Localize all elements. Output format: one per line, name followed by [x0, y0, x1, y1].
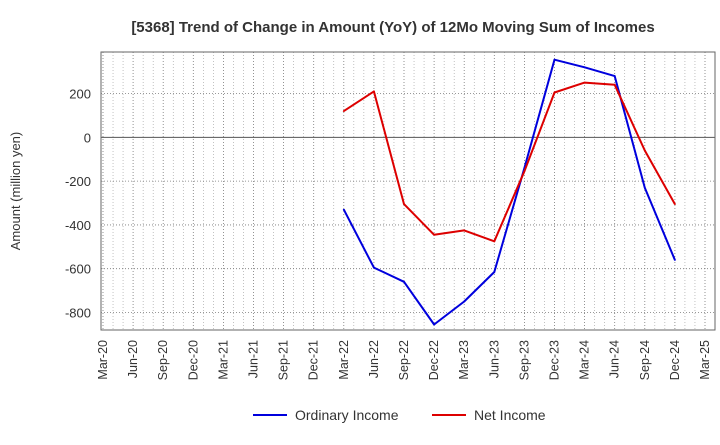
legend: Ordinary Income Net Income — [253, 407, 546, 423]
data-point — [674, 259, 676, 261]
y-axis-label: Amount (million yen) — [8, 132, 23, 251]
data-point — [553, 91, 556, 94]
legend-label: Ordinary Income — [295, 407, 399, 423]
chart-title: [5368] Trend of Change in Amount (YoY) o… — [131, 19, 654, 36]
data-point — [493, 271, 496, 273]
x-tick-label: Dec-24 — [668, 340, 682, 380]
data-point — [674, 203, 676, 206]
x-tick-label: Sep-21 — [277, 340, 291, 380]
plot-border — [100, 51, 716, 331]
x-tick-label: Sep-23 — [517, 340, 531, 380]
data-point — [342, 110, 345, 113]
data-point — [433, 233, 435, 236]
x-tick-label: Dec-20 — [186, 340, 200, 380]
data-point — [493, 240, 496, 243]
x-tick-label: Jun-23 — [487, 340, 501, 378]
data-point — [583, 66, 586, 69]
series-line-net-income — [343, 81, 676, 243]
plot-area: 200 0 -200 -400 -600 -800 Mar-20 Jun-20 Sep-20 De… — [65, 51, 716, 380]
x-tick-label: Jun-24 — [608, 340, 622, 378]
data-point — [643, 186, 646, 189]
x-tick-label: Jun-21 — [247, 340, 261, 378]
data-point — [613, 83, 616, 86]
x-tick-label: Mar-21 — [216, 340, 230, 380]
x-tick-label: Mar-24 — [578, 340, 592, 380]
y-tick-label: 200 — [69, 87, 91, 102]
data-point — [403, 203, 405, 206]
data-point — [463, 229, 466, 232]
x-tick-label: Jun-20 — [126, 340, 140, 378]
x-tick-label: Mar-22 — [337, 340, 351, 380]
x-tick-label: Mar-23 — [457, 340, 471, 380]
x-tick-label: Sep-24 — [638, 340, 652, 380]
y-tick-label: -400 — [65, 218, 91, 233]
x-tick-label: Dec-23 — [548, 340, 562, 380]
data-point — [553, 58, 556, 61]
data-point — [373, 266, 375, 269]
y-tick-label: 0 — [84, 130, 91, 145]
data-point — [433, 323, 435, 326]
data-point — [342, 208, 345, 211]
data-point — [643, 149, 646, 152]
data-point — [613, 75, 616, 77]
legend-label: Net Income — [474, 407, 546, 423]
data-point — [463, 300, 466, 303]
x-tick-label: Jun-22 — [367, 340, 381, 378]
x-tick-label: Sep-20 — [156, 340, 170, 380]
x-tick-label: Mar-25 — [698, 340, 712, 380]
data-point — [373, 90, 375, 93]
x-tick-label: Dec-22 — [427, 340, 441, 380]
x-tick-label: Mar-20 — [96, 340, 110, 380]
y-tick-label: -600 — [65, 262, 91, 277]
data-point — [583, 81, 586, 84]
x-tick-label: Dec-21 — [307, 340, 321, 380]
x-tick-label: Sep-22 — [397, 340, 411, 380]
y-tick-label: -800 — [65, 305, 91, 320]
data-point — [403, 280, 405, 283]
y-tick-label: -200 — [65, 174, 91, 189]
data-point — [523, 170, 526, 173]
